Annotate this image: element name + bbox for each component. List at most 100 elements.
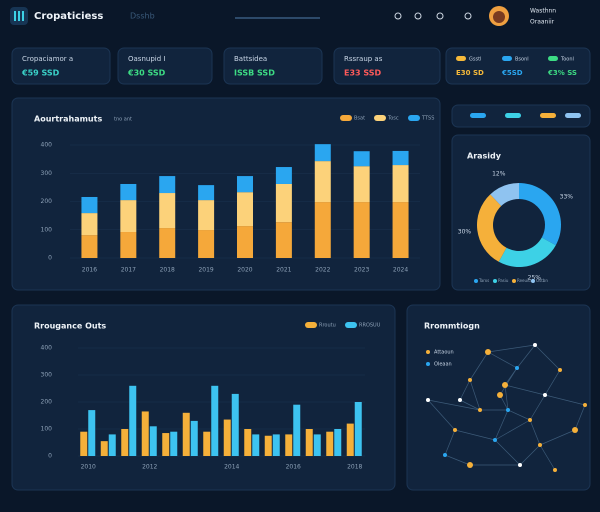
panel [451, 104, 591, 128]
network-node [458, 398, 462, 402]
icon-settings[interactable] [414, 12, 422, 20]
network-edge [574, 404, 586, 431]
network-node [533, 343, 537, 347]
chart-title: Rrougance Outs [34, 322, 106, 331]
network-node [558, 368, 562, 372]
bar [121, 429, 129, 456]
y-tick-label: 300 [41, 170, 53, 177]
network-edge [499, 367, 518, 396]
bar [100, 441, 108, 456]
legend-label: Tosc [387, 116, 399, 122]
network-node [506, 408, 510, 412]
bar [88, 410, 96, 456]
network-edge [544, 394, 586, 406]
bar-segment [120, 200, 137, 233]
bar [305, 429, 313, 456]
network-edge [516, 344, 536, 369]
network-edge [494, 409, 509, 441]
bar-segment [81, 213, 98, 236]
y-tick-label: 300 [41, 372, 53, 379]
bar-segment [314, 144, 331, 162]
bar-segment [314, 202, 331, 258]
network-edge [504, 384, 509, 411]
y-tick-label: 200 [41, 399, 53, 406]
bar [80, 431, 88, 456]
x-tick-label: 2022 [315, 267, 330, 274]
network-edge [444, 454, 471, 466]
x-tick-label: 2023 [354, 267, 369, 274]
slice-label: 30% [458, 228, 472, 235]
bar [170, 431, 178, 456]
network-node [572, 427, 578, 433]
y-tick-label: 400 [41, 142, 53, 149]
network-node [485, 349, 491, 355]
y-tick-label: 100 [41, 426, 53, 433]
bar-segment [159, 228, 176, 258]
bar-segment [159, 176, 176, 194]
x-tick-label: 2018 [347, 464, 362, 471]
x-tick-label: 2024 [393, 267, 408, 274]
status-value: €5SD [501, 69, 523, 77]
kpi-label: Battsidea [234, 55, 267, 63]
panel [11, 47, 111, 85]
icon-search[interactable] [394, 12, 402, 20]
status-label: Gsstl [469, 57, 481, 63]
bar-segment [198, 185, 215, 201]
network-edge [494, 419, 531, 441]
legend-label: Rroutu [319, 323, 336, 329]
network-edge [469, 351, 489, 381]
network-node [497, 392, 503, 398]
x-tick-label: 2014 [224, 464, 239, 471]
network-node [478, 408, 482, 412]
network-edge [529, 394, 546, 421]
icon-bell[interactable] [464, 12, 472, 20]
bar [182, 412, 190, 456]
network-edge [529, 419, 541, 446]
status-pill [502, 56, 512, 61]
x-tick-label: 2016 [286, 464, 301, 471]
bar [211, 385, 219, 456]
y-tick-label: 200 [41, 198, 53, 205]
chart-title: Arasidy [467, 152, 502, 161]
legend-label: Pasiu [498, 278, 509, 283]
icon-cloud[interactable] [436, 12, 444, 20]
bar [231, 393, 239, 456]
legend-label: Reeuiu [517, 278, 531, 283]
x-tick-label: 2019 [198, 267, 213, 274]
bar-segment [392, 150, 409, 166]
network-node [493, 438, 497, 442]
x-tick-label: 2021 [276, 267, 291, 274]
network-node [553, 468, 557, 472]
status-value: E30 SD [456, 69, 484, 77]
legend-swatch [305, 322, 317, 328]
kpi-label: Cropaciamor a [22, 55, 73, 63]
bar [190, 420, 198, 456]
bar-segment [353, 166, 370, 203]
legend-swatch [340, 115, 352, 121]
network-edge [444, 429, 456, 456]
network-edge [454, 429, 496, 441]
network-edge [519, 444, 541, 466]
bar [129, 385, 137, 456]
kpi-label: Rssraup as [344, 55, 383, 63]
network-edge [539, 429, 576, 446]
x-tick-label: 2016 [82, 267, 97, 274]
avatar-face [493, 11, 505, 23]
network-node [443, 453, 447, 457]
network-node [543, 393, 547, 397]
legend-swatch [408, 115, 420, 121]
y-tick-label: 400 [41, 345, 53, 352]
legend-swatch [374, 115, 386, 121]
legend-dot [512, 279, 516, 283]
bar-segment [353, 151, 370, 167]
network-node [502, 382, 508, 388]
chart-title: Aourtrahamuts [34, 115, 102, 124]
pill [505, 113, 521, 118]
donut-slice [477, 194, 507, 262]
bar-segment [392, 202, 409, 258]
bar-segment [198, 230, 215, 258]
bar-segment [237, 192, 253, 227]
panel [11, 97, 441, 291]
chart-subtitle: tno ant [114, 117, 132, 123]
